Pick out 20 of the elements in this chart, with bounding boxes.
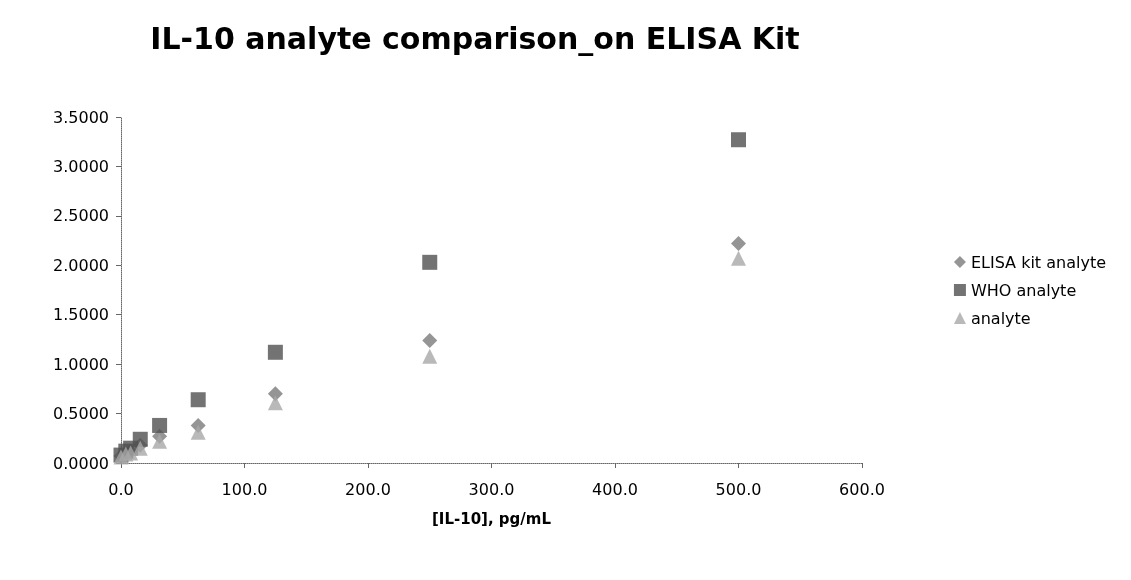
y-tick-label: 1.5000 xyxy=(53,305,109,325)
x-tick-label: 300.0 xyxy=(468,479,515,499)
y-tick-label: 1.0000 xyxy=(53,354,109,374)
x-tick-label: 0.0 xyxy=(108,479,134,499)
x-tick-label: 100.0 xyxy=(221,479,268,499)
y-tick-label: 0.5000 xyxy=(53,404,109,424)
y-tick-label: 2.5000 xyxy=(53,206,109,226)
legend-label: WHO analyte xyxy=(970,280,1077,300)
x-tick-label: 500.0 xyxy=(715,479,762,499)
x-tick-label: 400.0 xyxy=(592,479,638,499)
x-tick-label: 600.0 xyxy=(839,479,885,499)
chart-title: IL-10 analyte comparison_on ELISA Kit xyxy=(150,20,800,56)
legend-label: ELISA kit analyte xyxy=(970,252,1106,272)
y-tick-label: 3.5000 xyxy=(53,107,109,127)
y-tick-label: 2.0000 xyxy=(53,255,109,275)
y-tick-label: 0.0000 xyxy=(53,453,109,473)
y-tick-label: 3.0000 xyxy=(53,156,109,176)
x-axis-title: [IL-10], pg/mL xyxy=(431,509,552,528)
x-tick-label: 200.0 xyxy=(345,479,391,499)
legend-label: analyte xyxy=(970,308,1031,328)
